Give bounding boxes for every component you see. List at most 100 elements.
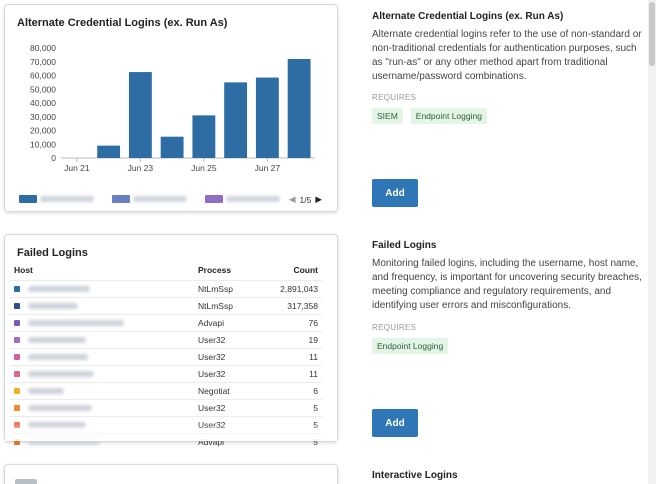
failed-logins-table: Host Process Count NtLmSsp 2,891,043 NtLmS… xyxy=(10,264,322,450)
legend-label-2 xyxy=(133,196,187,202)
failed-logins-card-title: Failed Logins xyxy=(17,247,88,259)
y-tick-label: 10,000 xyxy=(30,139,56,149)
process-cell: User32 xyxy=(194,347,264,365)
scrollbar-thumb[interactable] xyxy=(649,2,655,66)
host-cell xyxy=(10,381,194,399)
y-tick-label: 70,000 xyxy=(30,57,56,67)
y-tick-label: 80,000 xyxy=(30,43,56,53)
pager-prev-icon[interactable]: ◀ xyxy=(289,194,296,204)
chart-bar[interactable] xyxy=(97,145,121,158)
host-name-redacted xyxy=(28,302,78,309)
table-row[interactable]: User32 11 xyxy=(10,364,322,382)
requires-label-1: REQUIRES xyxy=(372,93,417,102)
host-cell xyxy=(10,398,194,416)
chart-bar[interactable] xyxy=(160,136,184,158)
add-button-2[interactable]: Add xyxy=(372,409,418,437)
count-cell: 6 xyxy=(264,381,322,399)
scrollbar[interactable] xyxy=(648,0,656,484)
count-cell: 19 xyxy=(264,330,322,348)
host-color-swatch xyxy=(14,302,20,309)
count-cell: 11 xyxy=(264,364,322,382)
table-row[interactable]: User32 11 xyxy=(10,347,322,365)
process-cell: User32 xyxy=(194,398,264,416)
host-name-redacted xyxy=(28,438,100,445)
tag-endpoint-logging: Endpoint Logging xyxy=(372,338,449,354)
legend-swatch-3 xyxy=(205,195,223,203)
section-title-2: Failed Logins xyxy=(372,240,437,251)
process-cell: Negotiat xyxy=(194,381,264,399)
table-fade xyxy=(5,424,337,441)
process-cell: Advapi xyxy=(194,313,264,331)
host-color-swatch xyxy=(14,285,20,292)
count-cell: 2,891,043 xyxy=(264,279,322,297)
host-cell xyxy=(10,313,194,331)
add-button-1[interactable]: Add xyxy=(372,179,418,207)
host-cell xyxy=(10,330,194,348)
section-title-3: Interactive Logins xyxy=(372,470,458,481)
chart-bar[interactable] xyxy=(192,115,216,158)
host-color-swatch xyxy=(14,387,20,394)
table-row[interactable]: NtLmSsp 317,358 xyxy=(10,296,322,314)
chart-bar[interactable] xyxy=(287,59,311,158)
host-color-swatch xyxy=(14,353,20,360)
host-color-swatch xyxy=(14,370,20,377)
table-row[interactable]: NtLmSsp 2,891,043 xyxy=(10,279,322,297)
legend-swatch-2 xyxy=(112,195,130,203)
pager-next-icon[interactable]: ▶ xyxy=(315,194,322,204)
chart-bar[interactable] xyxy=(255,77,279,158)
host-cell xyxy=(10,347,194,365)
requires-tags-2: Endpoint Logging xyxy=(372,336,456,354)
table-row[interactable]: User32 19 xyxy=(10,330,322,348)
card-icon-placeholder xyxy=(15,479,37,484)
host-color-swatch xyxy=(14,319,20,326)
process-cell: NtLmSsp xyxy=(194,296,264,314)
x-tick-label: Jun 21 xyxy=(64,163,90,173)
chart-legend xyxy=(19,195,298,203)
section-title-1: Alternate Credential Logins (ex. Run As) xyxy=(372,11,564,22)
requires-label-2: REQUIRES xyxy=(372,323,417,332)
x-tick-label: Jun 23 xyxy=(128,163,154,173)
table-row[interactable]: Advapi 76 xyxy=(10,313,322,331)
chart-bar[interactable] xyxy=(224,82,248,158)
process-cell: User32 xyxy=(194,364,264,382)
table-header-row: Host Process Count xyxy=(10,264,322,280)
host-name-redacted xyxy=(28,370,94,377)
legend-label-1 xyxy=(40,196,94,202)
y-tick-label: 60,000 xyxy=(30,71,56,81)
host-name-redacted xyxy=(28,404,92,411)
host-cell xyxy=(10,364,194,382)
host-color-swatch xyxy=(14,336,20,343)
col-host[interactable]: Host xyxy=(14,265,33,276)
host-name-redacted xyxy=(28,353,88,360)
bar-chart: 0 10,000 20,000 30,000 40,000 50,000 60,000 70,… xyxy=(30,43,315,173)
y-tick-label: 30,000 xyxy=(30,112,56,122)
count-cell: 76 xyxy=(264,313,322,331)
y-tick-label: 0 xyxy=(51,153,56,163)
legend-label-3 xyxy=(226,196,280,202)
process-cell: NtLmSsp xyxy=(194,279,264,297)
legend-pager: ◀ 1/5 ▶ xyxy=(289,194,322,205)
host-color-swatch xyxy=(14,404,20,411)
count-cell: 317,358 xyxy=(264,296,322,314)
interactive-logins-card xyxy=(4,464,338,484)
chart-bar[interactable] xyxy=(128,72,152,158)
y-tick-label: 40,000 xyxy=(30,98,56,108)
tag-endpoint-logging: Endpoint Logging xyxy=(410,108,487,124)
requires-tags-1: SIEM Endpoint Logging xyxy=(372,106,495,124)
y-tick-label: 20,000 xyxy=(30,126,56,136)
col-process[interactable]: Process xyxy=(198,265,232,276)
process-cell: User32 xyxy=(194,330,264,348)
x-tick-label: Jun 27 xyxy=(255,163,281,173)
x-tick-label: Jun 25 xyxy=(191,163,217,173)
tag-siem: SIEM xyxy=(372,108,403,124)
table-row[interactable]: Negotiat 6 xyxy=(10,381,322,399)
host-name-redacted xyxy=(28,319,124,326)
section-description-1: Alternate credential logins refer to the… xyxy=(372,29,642,82)
count-cell: 5 xyxy=(264,398,322,416)
col-count[interactable]: Count xyxy=(293,265,318,276)
pager-text: 1/5 xyxy=(299,194,312,205)
host-name-redacted xyxy=(28,336,86,343)
host-name-redacted xyxy=(28,387,64,394)
